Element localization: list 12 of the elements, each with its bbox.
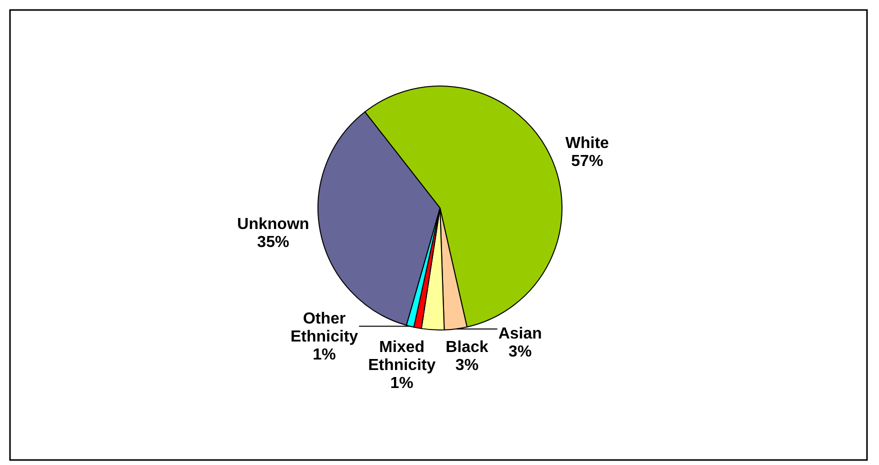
data-label: 35% xyxy=(257,234,290,251)
data-label: 1% xyxy=(312,346,336,364)
slice-label: Mixed Ethnicity xyxy=(368,338,436,374)
data-label: 1% xyxy=(390,374,414,392)
slice-label: Other Ethnicity xyxy=(290,310,358,346)
data-label: 3% xyxy=(508,344,532,361)
data-label: 3% xyxy=(455,356,479,374)
slice-label: White xyxy=(565,135,610,152)
slice-label: Black xyxy=(446,338,488,356)
slice-label: Asian xyxy=(498,326,542,343)
slice-label: Unknown xyxy=(237,216,310,233)
data-label: 57% xyxy=(571,153,604,170)
